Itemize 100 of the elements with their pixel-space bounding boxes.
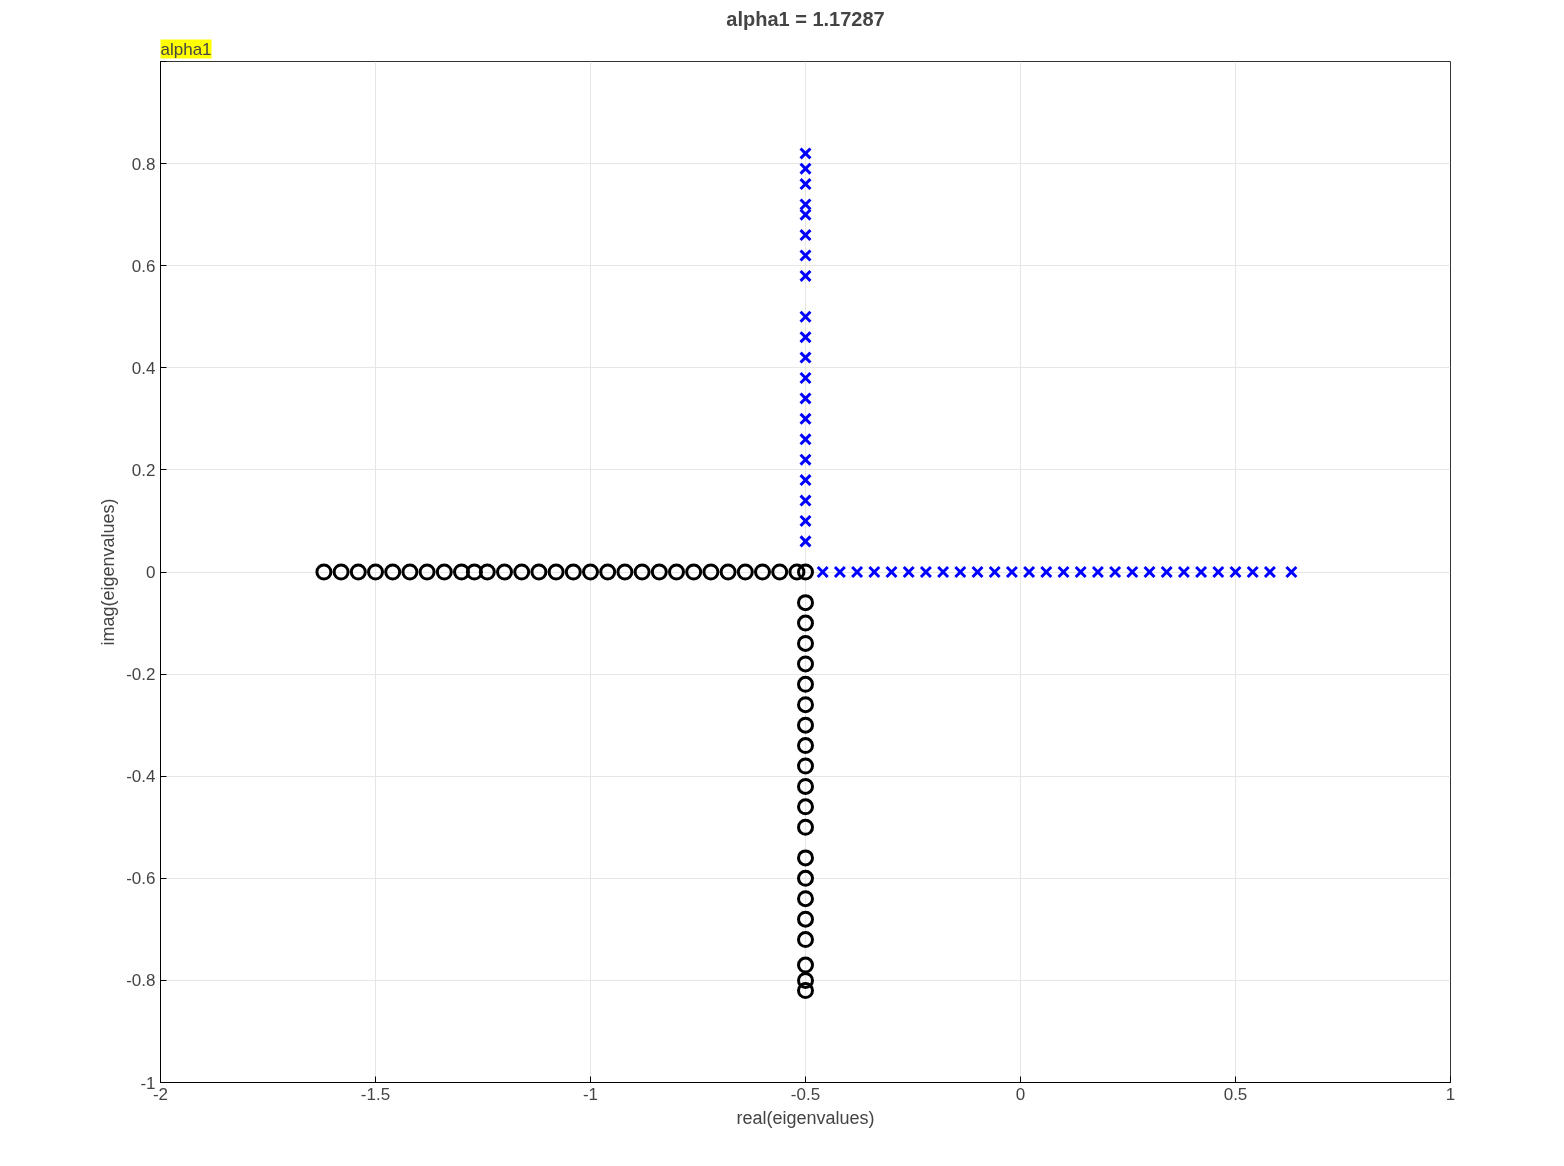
point	[616, 563, 634, 581]
point	[1246, 565, 1260, 579]
point	[797, 757, 814, 775]
y-tick-label: 0.6	[131, 256, 156, 276]
point	[799, 453, 812, 467]
point	[799, 473, 812, 487]
point	[788, 563, 806, 581]
point	[1194, 565, 1208, 579]
point	[582, 563, 599, 581]
point	[633, 563, 651, 581]
point	[799, 177, 812, 191]
y-tick-label: 0.4	[131, 358, 156, 378]
point	[885, 565, 898, 579]
point	[797, 971, 814, 989]
point	[1125, 565, 1139, 579]
point	[799, 269, 812, 283]
point	[1039, 565, 1053, 579]
point	[685, 563, 703, 581]
y-tick-label: -0.6	[126, 869, 156, 889]
point	[799, 197, 812, 211]
point	[867, 565, 881, 579]
point	[797, 798, 814, 816]
point	[401, 563, 419, 581]
y-tick-label: 0	[146, 563, 156, 582]
point	[435, 563, 453, 581]
point	[547, 563, 565, 581]
chart-title: alpha1 = 1.17287	[726, 7, 885, 30]
y-tick-label: -0.2	[126, 665, 156, 685]
point	[754, 563, 771, 581]
point	[530, 563, 548, 581]
point	[799, 514, 812, 528]
point	[797, 982, 814, 1000]
x-tick-label: -0.5	[790, 1084, 821, 1104]
point	[850, 565, 864, 579]
point	[1074, 565, 1088, 579]
y-tick-label: -0.4	[126, 767, 156, 787]
y-axis-title: imag(eigenvalues)	[98, 498, 119, 646]
point	[799, 391, 812, 405]
point	[1263, 565, 1277, 579]
point	[564, 563, 582, 581]
point	[797, 931, 814, 949]
x-tick-label: -1	[582, 1084, 599, 1104]
point	[1022, 565, 1036, 579]
x-tick-label: -1.5	[360, 1084, 391, 1104]
point	[797, 696, 814, 714]
point	[1160, 565, 1174, 579]
point	[332, 563, 350, 581]
point	[919, 565, 933, 579]
point	[668, 563, 685, 581]
point	[1057, 565, 1070, 579]
point	[799, 494, 812, 507]
point	[650, 563, 668, 581]
point	[797, 890, 814, 908]
x-tick-label: 0.5	[1223, 1084, 1248, 1104]
text: alpha1	[160, 39, 212, 59]
point	[799, 330, 812, 344]
y-tick-label: -0.8	[126, 971, 156, 991]
point	[736, 563, 754, 581]
point	[797, 563, 814, 581]
point	[833, 565, 847, 579]
y-tick-label: 0.2	[131, 460, 156, 480]
point	[719, 563, 737, 581]
x-axis-title: real(eigenvalues)	[736, 1107, 875, 1128]
point	[315, 563, 333, 581]
point	[797, 716, 814, 734]
point	[797, 594, 814, 612]
point	[797, 614, 814, 632]
point	[797, 869, 814, 887]
point	[799, 228, 812, 242]
point	[702, 563, 720, 581]
point	[799, 412, 812, 426]
point	[799, 371, 812, 385]
point	[799, 208, 812, 222]
point	[953, 565, 967, 579]
point	[902, 565, 916, 579]
point	[384, 563, 402, 581]
point	[797, 849, 814, 867]
point	[797, 634, 814, 652]
point	[465, 563, 483, 581]
point	[349, 563, 367, 581]
point	[988, 565, 1002, 579]
point	[1229, 565, 1242, 579]
point	[453, 563, 470, 581]
point	[1091, 565, 1105, 579]
point	[797, 818, 814, 836]
point	[799, 432, 812, 446]
point	[771, 563, 789, 581]
point	[1108, 565, 1122, 579]
point	[1143, 565, 1156, 579]
point	[1284, 565, 1298, 579]
point	[799, 310, 812, 324]
x-tick-label: 0	[1015, 1084, 1026, 1104]
point	[496, 563, 513, 581]
point	[1177, 565, 1191, 579]
point	[1211, 565, 1225, 579]
point	[797, 777, 814, 795]
point	[797, 737, 814, 755]
point	[797, 910, 814, 928]
point	[367, 563, 384, 581]
point	[799, 146, 812, 160]
